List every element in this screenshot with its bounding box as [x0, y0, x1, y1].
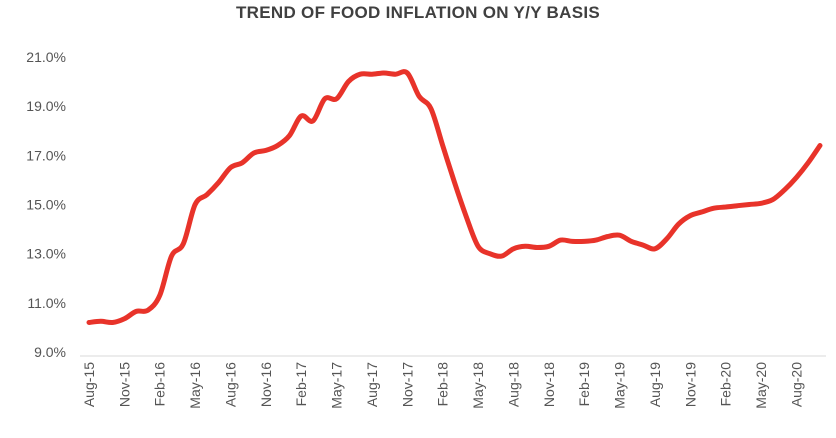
- y-tick-label: 13.0%: [26, 246, 66, 262]
- x-tick-label: Nov-18: [541, 362, 557, 407]
- chart-title: TREND OF FOOD INFLATION ON Y/Y BASIS: [235, 3, 601, 22]
- x-tick-label: Feb-16: [152, 362, 168, 407]
- y-tick-label: 9.0%: [34, 344, 66, 360]
- x-tick-label: May-19: [612, 362, 628, 409]
- x-tick-label: Nov-19: [682, 362, 698, 407]
- y-tick-label: 15.0%: [26, 197, 66, 213]
- x-axis: Aug-15 Nov-15 Feb-16 May-16 Aug-16 Nov-16 Feb-…: [81, 362, 804, 409]
- x-tick-label: Feb-17: [293, 362, 309, 407]
- x-tick-label: Aug-19: [647, 362, 663, 407]
- x-tick-label: May-16: [187, 362, 203, 409]
- x-tick-label: May-20: [753, 362, 769, 409]
- x-tick-label: Nov-15: [116, 362, 132, 407]
- x-tick-label: Feb-18: [435, 362, 451, 407]
- x-tick-label: Aug-15: [81, 362, 97, 407]
- x-tick-label: Aug-18: [505, 362, 521, 407]
- x-tick-label: May-17: [329, 362, 345, 409]
- series-line: [86, 69, 823, 326]
- x-tick-label: Aug-20: [788, 362, 804, 407]
- x-tick-label: Nov-16: [258, 362, 274, 407]
- y-tick-label: 11.0%: [27, 295, 66, 311]
- x-tick-label: Feb-20: [718, 362, 734, 407]
- x-tick-label: Nov-17: [399, 362, 415, 407]
- y-tick-label: 19.0%: [26, 98, 66, 114]
- x-tick-label: Aug-16: [222, 362, 238, 407]
- y-tick-label: 21.0%: [26, 49, 66, 65]
- y-axis: 9.0% 11.0% 13.0% 15.0% 17.0% 19.0% 21.0%: [26, 49, 66, 360]
- x-tick-label: May-18: [470, 362, 486, 409]
- y-tick-label: 17.0%: [26, 147, 66, 163]
- x-tick-label: Feb-19: [576, 362, 592, 407]
- x-tick-label: Aug-17: [364, 362, 380, 407]
